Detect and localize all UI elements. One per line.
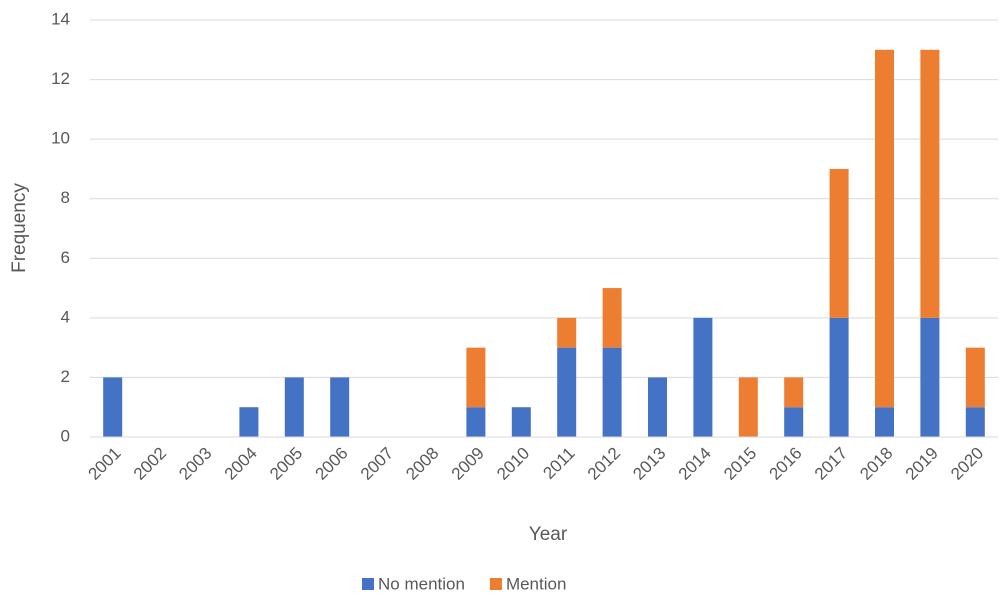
bar-segment [602,288,622,348]
y-tick-label: 6 [61,248,70,267]
legend-label: No mention [378,574,465,593]
bar-segment [875,407,894,437]
bar-segment [829,168,849,318]
x-tick-label: 2008 [402,444,442,484]
x-tick-label: 2003 [175,444,215,484]
bar-segment [466,407,486,437]
y-tick-label: 8 [61,188,70,207]
x-tick-label: 2002 [130,444,170,484]
bar-segment [829,317,849,437]
bar-segment [466,347,486,408]
bar-segment [738,377,758,437]
x-tick-label: 2009 [448,444,488,484]
x-tick-label: 2013 [629,444,669,484]
x-tick-label: 2014 [675,444,715,484]
bar-segment [511,407,531,437]
x-tick-label: 2018 [856,444,896,484]
bar-segment [965,407,985,437]
x-tick-label: 2011 [539,444,578,483]
bar-segment [557,347,577,437]
bar-segment [784,377,804,408]
x-tick-label: 2004 [221,444,261,484]
x-tick-label: 2019 [902,444,942,484]
bar-segment [965,347,985,408]
y-tick-label: 10 [51,129,70,148]
bar-segment [557,317,577,348]
x-tick-label: 2001 [85,444,125,484]
bar-segment [648,377,667,437]
x-tick-label: 2012 [584,444,624,484]
y-tick-label: 0 [61,426,70,445]
bar-segment [602,347,622,437]
x-axis-title: Year [529,524,568,545]
y-tick-label: 12 [51,69,70,88]
legend-swatch [489,578,502,590]
y-axis-title: Frequency [9,183,30,273]
bar-segment [284,377,304,437]
bar-segment [103,377,123,437]
x-tick-label: 2005 [266,444,306,484]
y-tick-label: 14 [51,9,70,28]
y-tick-label: 4 [61,307,70,326]
bar-segment [784,407,804,437]
bar-segment [239,407,259,437]
bar-segment [330,377,350,437]
x-tick-label: 2006 [312,444,352,484]
bar-segment [920,317,940,437]
x-tick-label: 2007 [357,444,397,484]
x-tick-label: 2017 [811,444,851,484]
bar-segment [920,49,940,318]
x-tick-label: 2015 [720,444,760,484]
legend-swatch [362,578,374,590]
bar-segment [875,49,894,408]
y-tick-label: 2 [61,367,70,386]
x-tick-label: 2020 [947,444,987,484]
x-tick-label: 2010 [493,444,533,484]
x-tick-label: 2016 [766,444,806,484]
legend-label: Mention [506,574,566,593]
bar-segment [693,317,713,437]
